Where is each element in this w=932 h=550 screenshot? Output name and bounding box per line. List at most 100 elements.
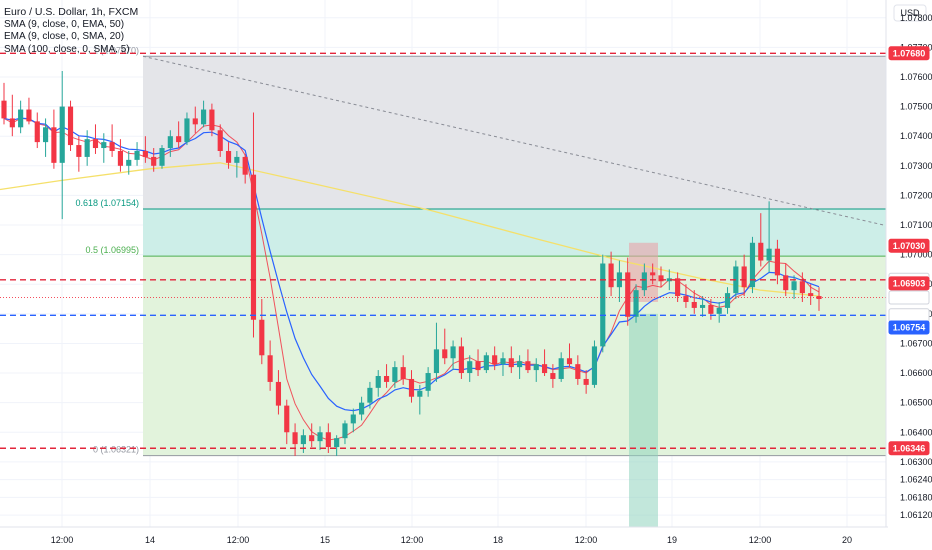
fib-level-label: 1 (1.07670): [93, 45, 139, 55]
candle-body: [625, 272, 631, 317]
y-tick-label: 1.07600: [900, 72, 932, 82]
legend-indicator-1[interactable]: SMA (9, close, 0, EMA, 50): [4, 18, 125, 30]
candle-body: [791, 281, 797, 291]
price-tag-value: 1.06855: [893, 293, 926, 303]
price-tag-box: [888, 441, 930, 456]
y-tick-label: 1.07400: [900, 131, 932, 141]
candle-body: [658, 275, 664, 282]
candle-body: [724, 293, 731, 308]
candle-body: [176, 136, 182, 143]
price-tag: 1.06855: [888, 290, 930, 305]
candle-body: [583, 378, 589, 385]
time-axis-background: [0, 527, 932, 550]
candle-body: [159, 148, 165, 166]
price-tag: 1.07030: [888, 238, 930, 253]
currency-label: USD: [900, 8, 920, 18]
candle-body: [317, 432, 323, 442]
candle-body: [708, 304, 714, 314]
candle-body: [1, 100, 7, 119]
chart-legend: Euro / U.S. Dollar, 1h, FXCM SMA (9, clo…: [4, 6, 138, 56]
price-tag-box: [888, 46, 930, 61]
candle-body: [541, 364, 548, 374]
candle-body: [741, 266, 747, 288]
price-tag-box: [888, 290, 930, 305]
price-tag-box: [888, 276, 930, 291]
y-tick-label: 1.06700: [900, 338, 932, 348]
candle-body: [126, 159, 132, 166]
candle-body: [267, 355, 273, 382]
candle-body: [151, 156, 157, 166]
x-tick-label: 18: [493, 535, 503, 545]
candle-body: [201, 109, 207, 125]
fib-zone-upper: [143, 56, 886, 210]
candle-body: [325, 432, 331, 448]
candle-body: [650, 272, 656, 276]
candle-body: [641, 272, 647, 291]
candle-body: [699, 304, 706, 308]
candle-body: [566, 358, 573, 365]
candle-body: [134, 150, 140, 160]
candle-body: [433, 349, 440, 374]
y-tick-label: 1.07500: [900, 102, 932, 112]
price-tag: 1.06795: [888, 308, 930, 323]
y-tick-label: 1.07300: [900, 161, 932, 171]
candle-body: [209, 109, 215, 131]
price-tag-box: [888, 238, 930, 253]
price-tag: 1.06754: [888, 320, 930, 335]
candle-body: [675, 278, 681, 297]
x-tick-label: 12:00: [749, 535, 772, 545]
candle-body: [117, 150, 124, 166]
candle-body: [101, 142, 107, 149]
candle-body: [217, 130, 223, 151]
candle-body: [600, 263, 606, 347]
legend-indicator-3[interactable]: SMA (100, close, 0, SMA, 5): [4, 43, 130, 55]
candle-body: [300, 435, 306, 445]
y-tick-label: 1.07800: [900, 13, 932, 23]
candle-body: [234, 156, 240, 163]
candle-body: [375, 376, 381, 388]
candle-body: [417, 390, 423, 397]
fib-level-label: 0 (1.06321): [93, 445, 139, 455]
candle-body: [92, 139, 99, 149]
x-tick-label: 12:00: [51, 535, 74, 545]
x-tick-label: 14: [145, 535, 155, 545]
candle-body: [259, 319, 265, 356]
price-tag-box: [888, 320, 930, 335]
candle-body: [799, 281, 805, 294]
fib-level-label: 0.5 (1.06995): [85, 245, 139, 255]
candle-body: [51, 127, 57, 163]
candle-body: [450, 346, 456, 359]
candle-body: [109, 142, 115, 151]
candle-body: [683, 296, 689, 302]
legend-indicator-2[interactable]: EMA (9, close, 0, SMA, 20): [4, 31, 125, 42]
price-tag: 1.07680: [888, 46, 930, 61]
candle-body: [591, 346, 598, 385]
candle-body: [492, 355, 498, 365]
candle-body: [76, 145, 82, 157]
candle-body: [500, 358, 506, 365]
candle-body: [34, 121, 40, 143]
x-tick-label: 12:00: [401, 535, 424, 545]
candle-body: [475, 361, 481, 371]
price-tag-value: 1.06903: [893, 279, 926, 289]
candle-body: [550, 373, 556, 379]
candle-body: [400, 367, 406, 379]
candle-body: [558, 358, 564, 379]
candle-body: [467, 361, 473, 374]
sma-100-line: [0, 162, 821, 297]
candle-body: [359, 402, 365, 415]
price-tag-value: 1.06754: [893, 323, 926, 333]
candle-body: [67, 106, 74, 146]
fib-zone-lower: [143, 256, 886, 456]
candle-body: [275, 381, 282, 406]
trend-line: [142, 55, 891, 227]
candle-body: [367, 387, 373, 403]
legend-title: Euro / U.S. Dollar, 1h, FXCM: [4, 6, 139, 18]
candle-body: [292, 432, 298, 445]
currency-button: [893, 4, 927, 22]
candle-body: [309, 435, 315, 442]
price-tag-value: 1.07680: [893, 48, 926, 58]
y-tick-label: 1.07100: [900, 220, 932, 230]
x-tick-label: 12:00: [227, 535, 250, 545]
